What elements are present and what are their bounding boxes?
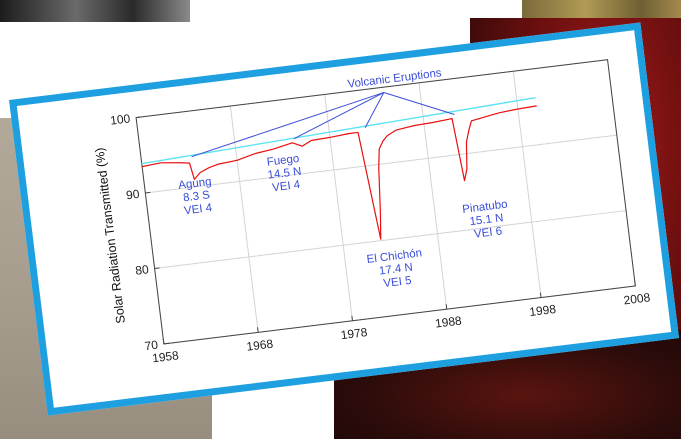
y-tick-label: 100 — [109, 111, 131, 127]
annotation-header: Volcanic Eruptions — [347, 67, 443, 90]
annotation-agung: Agung — [178, 176, 212, 192]
x-gridline — [512, 71, 542, 298]
chart: 1958 1968 1978 1988 1998 2008 70 80 90 100 Volcan… — [93, 59, 652, 365]
y-tick-label: 90 — [125, 187, 140, 203]
chart-card: 1958 1968 1978 1988 1998 2008 70 80 90 100 Volcan… — [8, 22, 680, 416]
x-tick — [445, 304, 448, 310]
annotation-agung: 8.3 S — [182, 189, 210, 204]
background-photo-top-right — [522, 0, 681, 22]
annotation-pinatubo: VEI 6 — [473, 225, 502, 240]
x-tick — [257, 327, 259, 333]
y-tick-label: 70 — [144, 338, 159, 354]
series — [141, 96, 537, 240]
annotation-arrow — [293, 92, 385, 140]
annotation-agung: VEI 4 — [183, 202, 213, 217]
x-tick-label: 1978 — [340, 325, 369, 342]
x-tick-label: 1958 — [151, 348, 180, 365]
annotation-fuego: 14.5 N — [267, 166, 302, 182]
x-tick-label: 1968 — [246, 337, 275, 354]
annotation-arrow — [383, 92, 455, 115]
y-tick — [145, 191, 151, 194]
x-tick — [634, 280, 636, 287]
annotation-arrow — [364, 92, 385, 128]
plot-frame — [135, 59, 636, 345]
annotation-arrow — [191, 92, 384, 158]
x-tick — [351, 315, 353, 321]
annotation-el-chichon: VEI 5 — [383, 275, 412, 290]
y-axis-title: Solar Radiation Transmitted (%) — [93, 147, 128, 325]
y-gridline — [154, 210, 627, 269]
x-tick — [162, 338, 165, 344]
y-tick — [136, 116, 142, 119]
x-tick-label: 2008 — [623, 290, 652, 307]
y-tick-label: 80 — [135, 262, 150, 278]
x-gridline — [229, 105, 259, 333]
baseline-series-line — [141, 96, 536, 165]
x-gridline — [418, 82, 448, 310]
x-tick — [539, 292, 542, 298]
annotation-pinatubo: 15.1 N — [469, 212, 504, 228]
y-gridline — [145, 134, 617, 194]
annotation-pinatubo: Pinatubo — [462, 199, 509, 216]
data-series-line — [141, 105, 537, 240]
ticks: 1958 1968 1978 1988 1998 2008 70 80 90 100 — [109, 111, 652, 365]
annotation-fuego: VEI 4 — [272, 179, 302, 194]
annotation-el-chichon: 17.4 N — [378, 262, 413, 278]
annotation-fuego: Fuego — [266, 153, 300, 169]
y-tick — [163, 342, 169, 345]
y-tick — [154, 267, 160, 269]
x-tick-label: 1988 — [434, 313, 463, 330]
background-photo-top-left — [0, 0, 190, 22]
x-tick-label: 1998 — [529, 302, 558, 319]
